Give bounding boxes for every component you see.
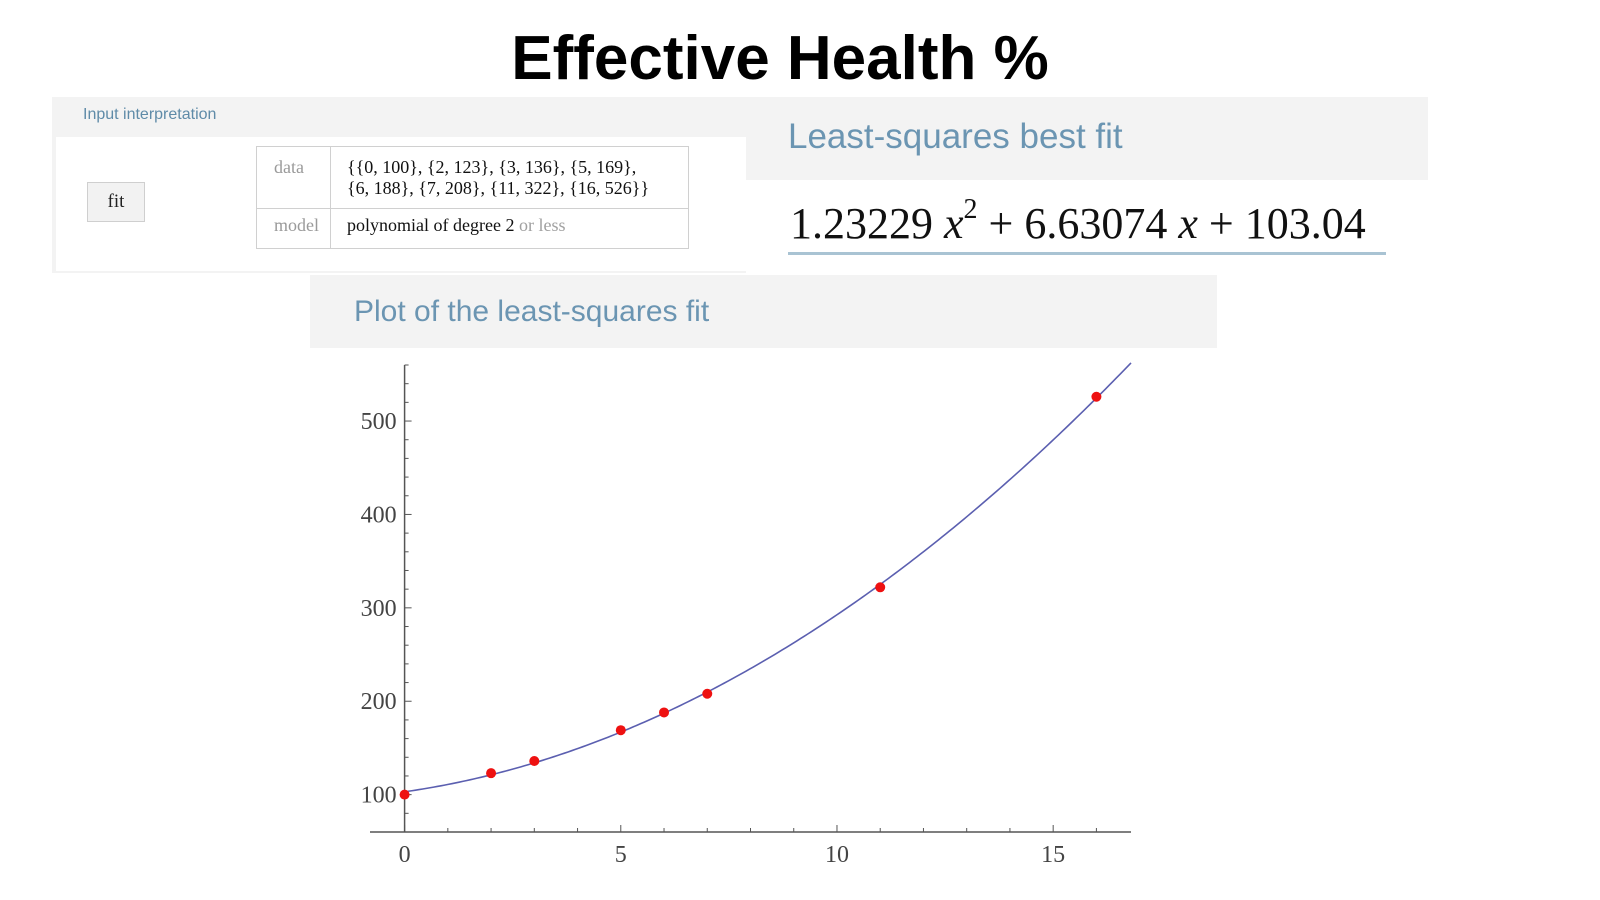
x-tick-label: 10 xyxy=(825,842,849,868)
x-tick-label: 5 xyxy=(615,842,627,868)
data-point xyxy=(659,707,670,718)
y-tick-label: 200 xyxy=(361,689,397,715)
input-interpretation-body: fit data {{0, 100}, {2, 123}, {3, 136}, … xyxy=(56,137,746,271)
data-point xyxy=(399,789,410,800)
plot-pod-title: Plot of the least-squares fit xyxy=(354,295,710,328)
y-tick-label: 300 xyxy=(361,596,397,622)
model-value: polynomial of degree 2 or less xyxy=(330,208,689,249)
data-point xyxy=(615,725,626,736)
data-point xyxy=(486,768,497,779)
plot-pod-header: Plot of the least-squares fit xyxy=(310,275,1217,348)
data-point xyxy=(1091,391,1102,402)
fit-formula[interactable]: 1.23229 x2 + 6.63074 x + 103.04 xyxy=(790,194,1366,249)
y-tick-label: 400 xyxy=(361,502,397,528)
data-point xyxy=(702,688,713,699)
best-fit-pod-title: Least-squares best fit xyxy=(788,117,1123,156)
x-tick-label: 0 xyxy=(399,842,411,868)
data-value-line-2: {6, 188}, {7, 208}, {11, 322}, {16, 526}… xyxy=(347,178,650,198)
formula-exponent: 2 xyxy=(963,194,978,226)
input-interpretation-pod: Input interpretation fit data {{0, 100},… xyxy=(52,97,746,273)
fit-curve-layer xyxy=(404,362,1132,793)
model-value-main: polynomial of degree 2 xyxy=(347,215,515,235)
model-key: model xyxy=(256,208,331,249)
plot-axes: 0 5 10 15 100 200 300 400 500 xyxy=(361,364,1131,868)
parameter-table: data {{0, 100}, {2, 123}, {3, 136}, {5, … xyxy=(256,146,689,249)
fit-button[interactable]: fit xyxy=(87,182,145,222)
x-tick-label: 15 xyxy=(1041,842,1065,868)
formula-underline xyxy=(788,252,1386,255)
y-tick-label: 500 xyxy=(361,409,397,435)
y-tick-label: 100 xyxy=(361,783,397,809)
formula-coefficient-a: 1.23229 xyxy=(790,199,933,248)
best-fit-pod-header: Least-squares best fit xyxy=(746,97,1428,180)
data-value-line-1: {{0, 100}, {2, 123}, {3, 136}, {5, 169}, xyxy=(347,157,637,177)
formula-constant-term: + 103.04 xyxy=(1208,199,1366,248)
fit-curve xyxy=(404,362,1132,793)
formula-variable-x: x xyxy=(944,199,964,248)
data-point xyxy=(875,582,886,593)
input-interpretation-label: Input interpretation xyxy=(83,106,217,123)
formula-linear-term: + 6.63074 xyxy=(988,199,1168,248)
slide-title: Effective Health % xyxy=(511,24,1049,93)
data-value: {{0, 100}, {2, 123}, {3, 136}, {5, 169},… xyxy=(330,146,689,209)
table-row: model polynomial of degree 2 or less xyxy=(256,208,689,249)
formula-variable-x-2: x xyxy=(1178,199,1198,248)
data-points-layer xyxy=(399,391,1102,800)
table-row: data {{0, 100}, {2, 123}, {3, 136}, {5, … xyxy=(256,146,689,209)
model-value-or-less[interactable]: or less xyxy=(518,215,566,235)
data-point xyxy=(529,756,540,767)
